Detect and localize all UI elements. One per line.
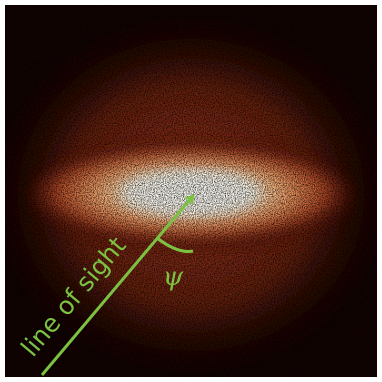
angle-label: ψ <box>163 262 184 292</box>
figure: line of sight ψ <box>0 0 382 382</box>
